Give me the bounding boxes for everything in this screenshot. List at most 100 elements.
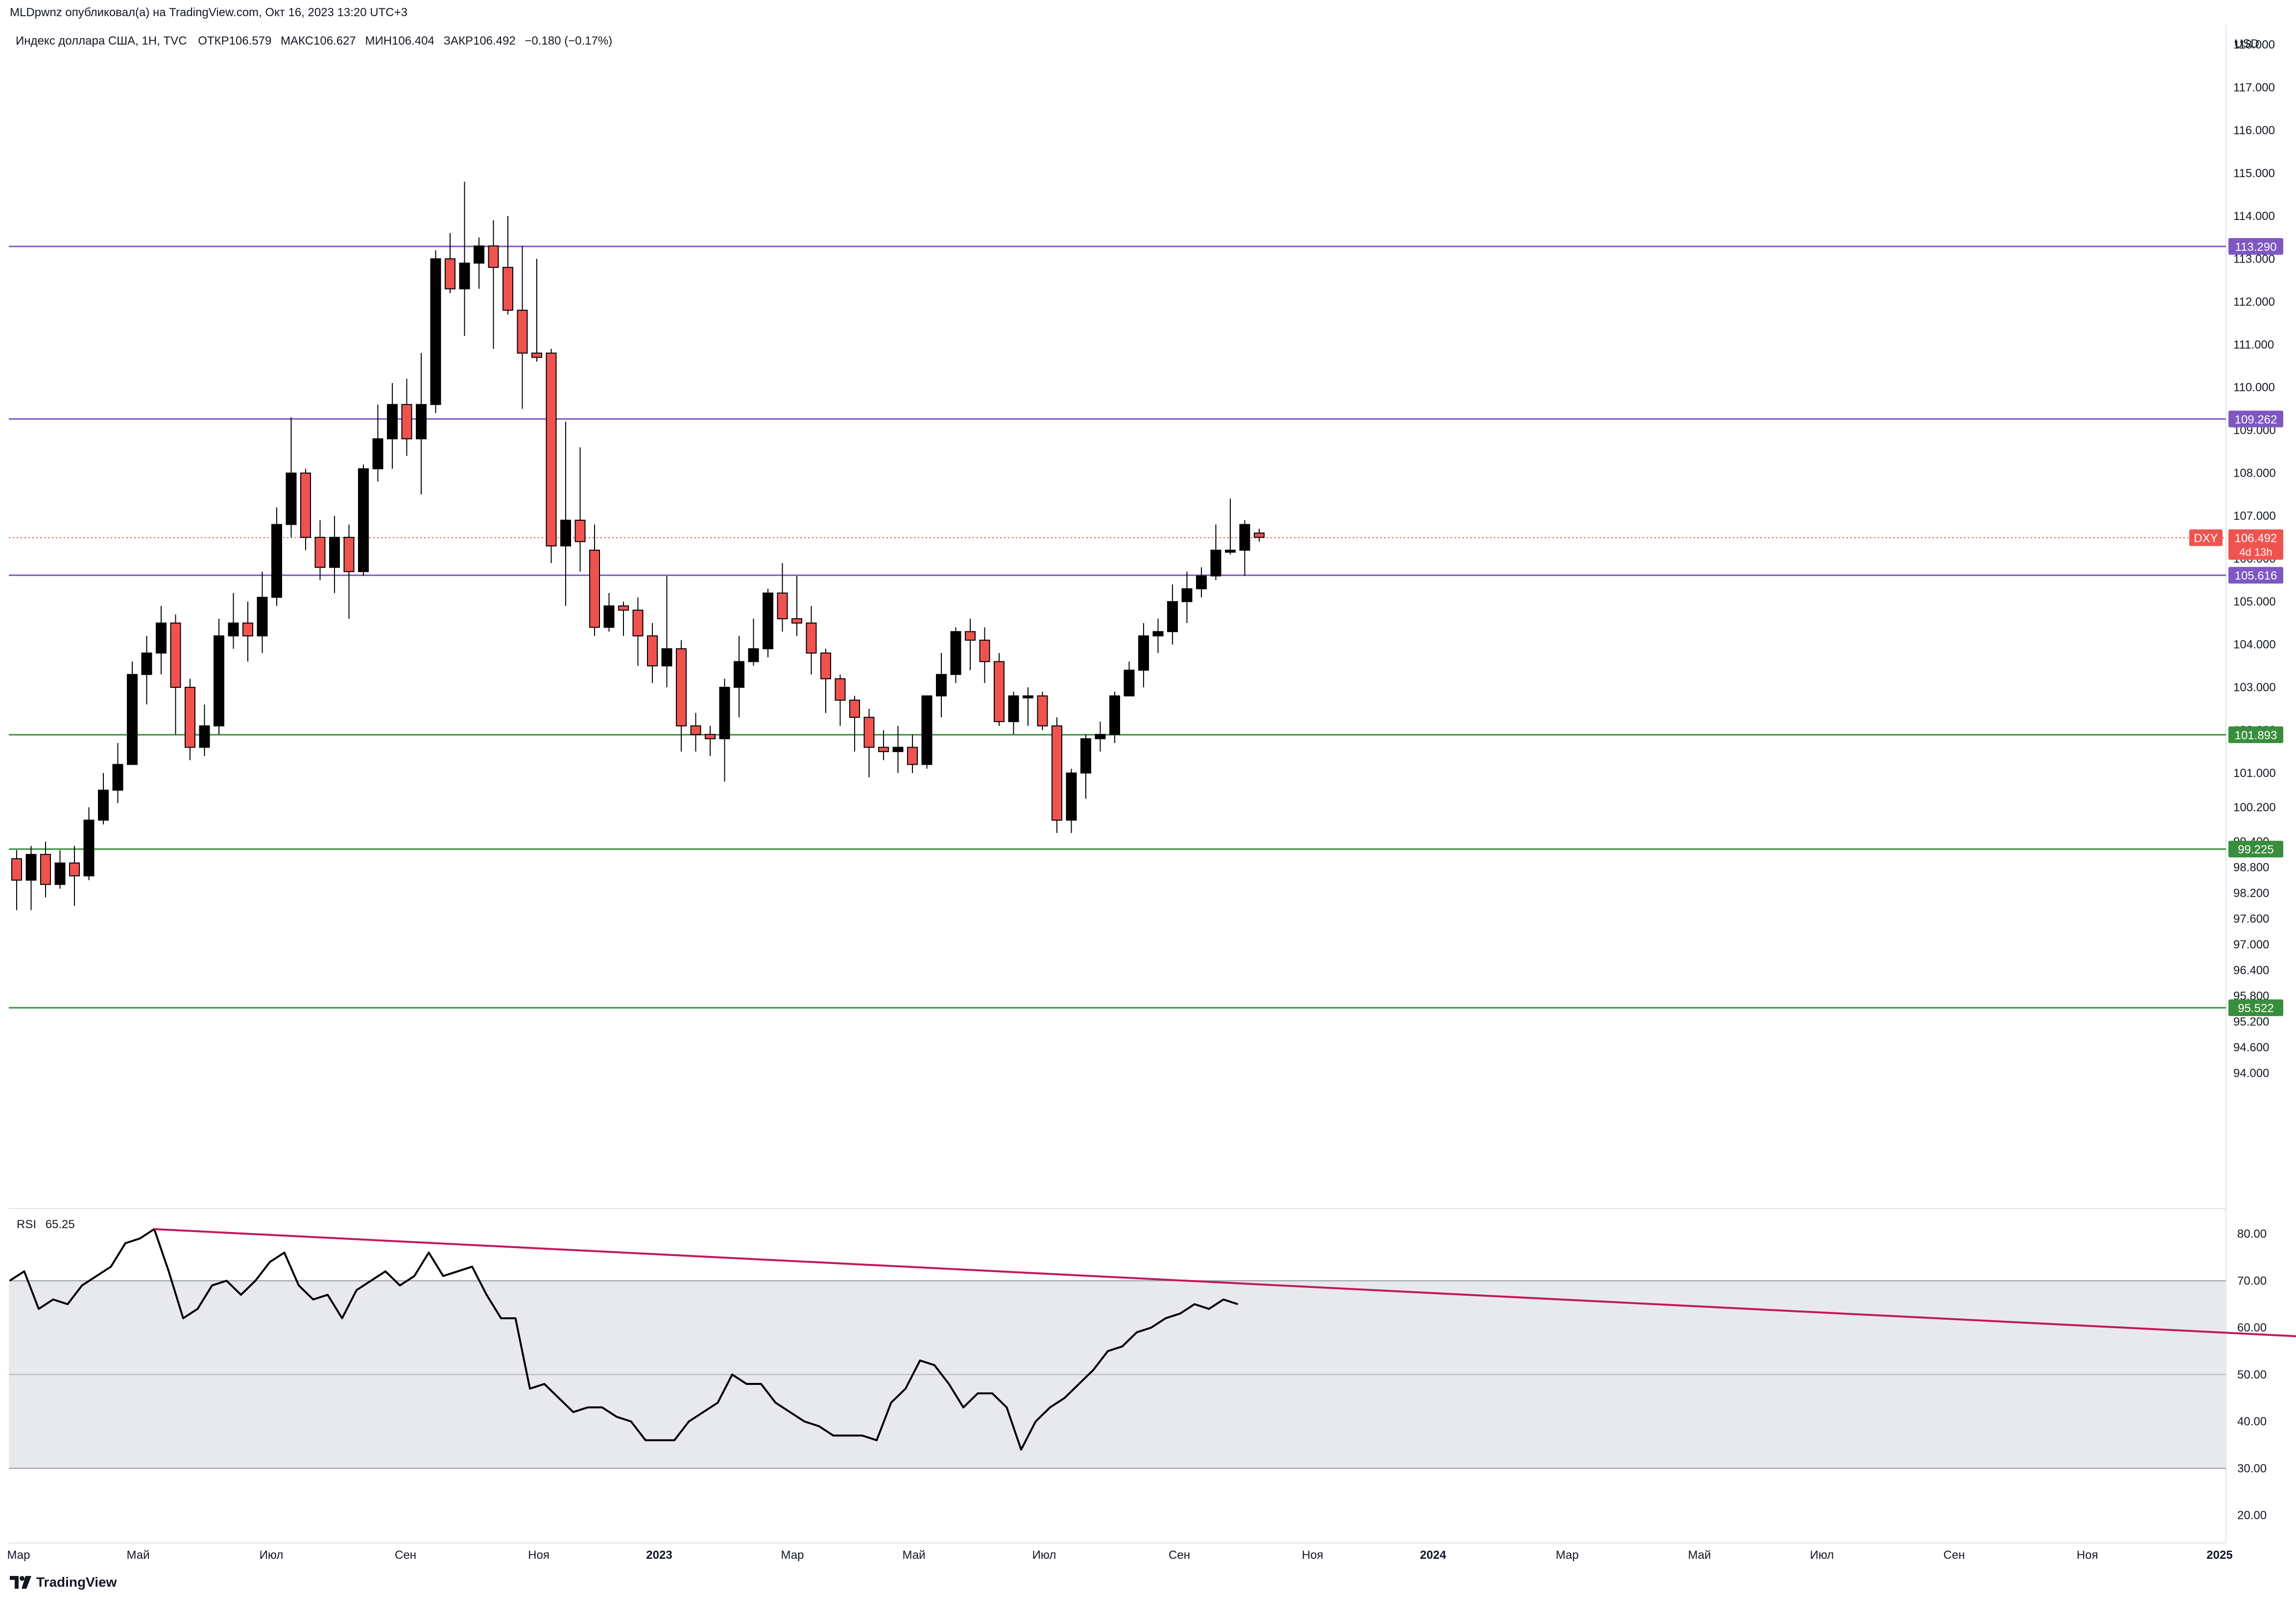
price-tick-label: 94.000 [2233, 1066, 2269, 1080]
level-price-tag-label: 113.290 [2235, 241, 2277, 254]
candle-body [517, 310, 528, 354]
time-axis-label: Июл [1810, 1549, 1834, 1562]
candle-body [936, 674, 947, 697]
time-axis-label: Май [1688, 1549, 1711, 1562]
candle-body [777, 592, 788, 620]
time-axis-label: 2024 [1420, 1549, 1446, 1562]
candlestick-series [11, 181, 1265, 910]
candle-body [1225, 550, 1236, 553]
candle-body [647, 635, 658, 667]
price-tick-label: 110.000 [2233, 381, 2275, 394]
candle-body [849, 700, 860, 718]
level-price-tag [2228, 411, 2283, 428]
candle-body [748, 648, 759, 662]
time-axis-label: Мар [781, 1549, 804, 1562]
price-tick-label: 112.000 [2233, 295, 2275, 309]
candle-body [54, 862, 66, 885]
rsi-tick-label: 50.00 [2237, 1368, 2267, 1381]
price-tick-label: 114.000 [2233, 210, 2275, 223]
candle-body [531, 352, 542, 358]
candle-body [1254, 533, 1265, 538]
candle-body [1066, 772, 1077, 821]
candle-body [98, 789, 109, 821]
candle-body [806, 622, 817, 654]
candle-body [546, 352, 557, 547]
price-tick-label: 94.600 [2233, 1041, 2269, 1054]
price-tick-label: 101.000 [2233, 767, 2276, 780]
candle-body [1037, 695, 1048, 726]
level-price-tag [2228, 999, 2283, 1017]
rsi-tick-label: 20.00 [2237, 1509, 2267, 1522]
time-axis-label: Июл [1032, 1549, 1056, 1562]
candle-body [314, 536, 326, 568]
candle-body [156, 622, 167, 654]
time-axis-label: Ноя [2077, 1549, 2098, 1562]
candle-body [1196, 575, 1207, 589]
tradingview-logo[interactable]: TradingView [10, 1574, 117, 1590]
time-axis-label: Сен [1169, 1549, 1190, 1562]
current-price-tag-label: 106.492 [2235, 532, 2277, 545]
candle-body [1124, 670, 1135, 697]
candle-body [892, 747, 904, 752]
price-tick-label: 103.000 [2233, 681, 2276, 694]
candle-body [83, 820, 95, 876]
candle-body [632, 609, 644, 637]
candle-body [286, 472, 297, 525]
rsi-title: RSI [17, 1218, 37, 1231]
candle-body [1138, 635, 1149, 671]
candle-body [603, 605, 615, 628]
candle-body [1095, 734, 1106, 739]
candle-body [170, 622, 181, 688]
candle-body [979, 639, 990, 662]
price-tick-label: 97.600 [2233, 912, 2269, 925]
candle-body [589, 550, 600, 628]
candle-body [502, 266, 513, 311]
candle-body [488, 245, 499, 268]
candle-body [719, 687, 730, 739]
candle-body [329, 536, 340, 568]
level-price-tag [2228, 238, 2283, 255]
candle-body [141, 653, 152, 675]
candle-body [112, 764, 123, 791]
price-tick-label: 95.200 [2233, 1015, 2269, 1028]
low-label: МИН [365, 34, 392, 48]
price-tick-label: 100.200 [2233, 801, 2276, 814]
horizontal-levels [9, 245, 2226, 1009]
logo-text: TradingView [36, 1574, 117, 1590]
candle-body [661, 648, 672, 667]
rsi-trendline [154, 1228, 2296, 1337]
rsi-tick-label: 70.00 [2237, 1274, 2267, 1287]
candle-body [878, 747, 889, 752]
candle-body [445, 258, 455, 290]
level-price-tag-label: 95.522 [2238, 1002, 2273, 1015]
rsi-legend: RSI 65.25 [17, 1218, 75, 1232]
symbol-tag [2189, 529, 2223, 546]
time-axis-label: Сен [395, 1549, 416, 1562]
time-axis-label: 2023 [646, 1549, 672, 1562]
symbol-title: Индекс доллара США, 1Н, TVC [16, 34, 187, 48]
rsi-tick-label: 60.00 [2237, 1321, 2267, 1334]
time-axis-label: Ноя [1302, 1549, 1323, 1562]
current-price-tag [2228, 529, 2283, 560]
rsi-tick-label: 80.00 [2237, 1228, 2267, 1241]
candle-body [921, 695, 933, 765]
high-label: МАКС [280, 34, 314, 48]
rsi-value: 65.25 [45, 1218, 75, 1231]
candle-body [185, 687, 195, 748]
currency-label[interactable]: USD [2234, 37, 2259, 50]
price-tick-label: 117.000 [2233, 81, 2275, 94]
countdown-label: 4d 13h [2239, 546, 2272, 558]
candle-body [459, 263, 470, 290]
rsi-tick-label: 40.00 [2237, 1415, 2267, 1429]
price-tick-label: 98.800 [2233, 861, 2269, 874]
price-tick-label: 104.000 [2233, 638, 2276, 652]
price-tick-label: 115.000 [2233, 167, 2275, 180]
candle-body [690, 725, 701, 735]
candle-body [1109, 695, 1120, 735]
price-tick-label: 118.000 [2233, 38, 2275, 51]
rsi-line [9, 1228, 1239, 1451]
candle-body [618, 605, 629, 611]
price-tick-label: 96.400 [2233, 964, 2269, 977]
candle-body [950, 631, 961, 675]
